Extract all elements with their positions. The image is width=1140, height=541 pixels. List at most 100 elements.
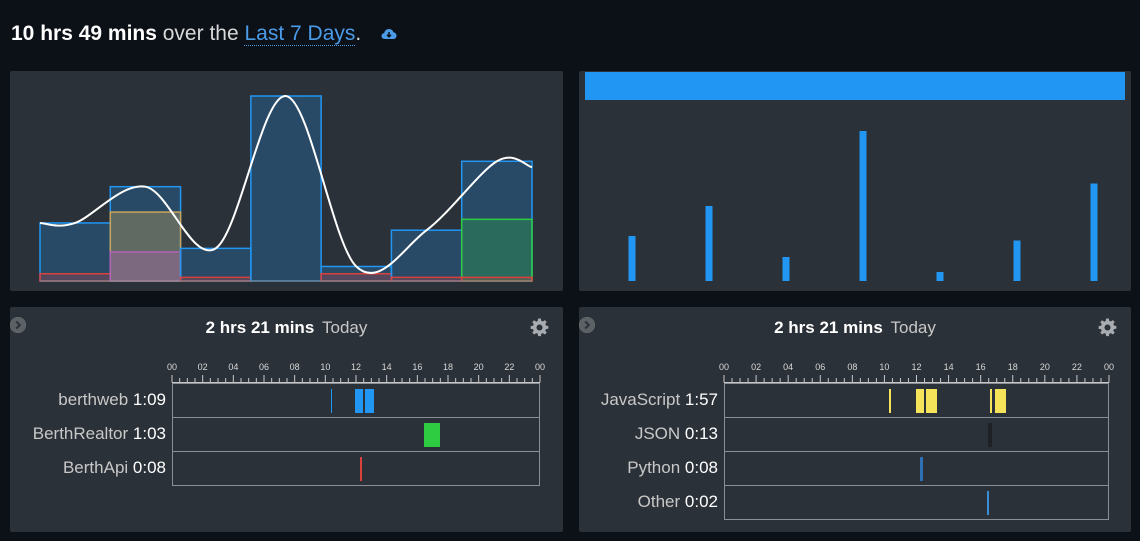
- hour-label: 00: [166, 362, 177, 372]
- languages-settings-gear-icon[interactable]: [1098, 318, 1117, 337]
- hour-label: 22: [504, 362, 515, 372]
- hour-label: 20: [473, 362, 484, 372]
- weekly-bar-chart: [585, 72, 1125, 282]
- timeline-row-separator: [725, 417, 1108, 418]
- row-duration: 1:57: [684, 390, 718, 409]
- languages-day-label: Today: [890, 318, 936, 337]
- summary-period: .: [355, 22, 362, 45]
- area-bin-4: [250, 95, 322, 282]
- area-bin-2: [109, 185, 182, 282]
- timeline-segment[interactable]: [355, 389, 364, 413]
- hour-label: 12: [350, 362, 361, 372]
- hour-label: 16: [412, 362, 423, 372]
- hour-label: 06: [815, 362, 826, 372]
- timeline-segment[interactable]: [934, 389, 937, 413]
- area-base-bin-1: [39, 272, 112, 282]
- hour-label: 14: [381, 362, 392, 372]
- row-duration: 1:09: [132, 390, 166, 409]
- timeline-row-label[interactable]: BerthRealtor 1:03: [33, 424, 166, 444]
- row-duration: 1:03: [132, 424, 166, 443]
- hour-label: 08: [289, 362, 300, 372]
- cloud-download-icon[interactable]: [381, 20, 397, 48]
- row-name: Other: [637, 492, 685, 511]
- projects-timeline-panel: 2 hrs 21 mins Today 00 02 04 06 08 10 12 14 16 18…: [10, 307, 563, 532]
- hour-ticks: [723, 375, 1110, 383]
- previous-day-icon[interactable]: [10, 317, 191, 335]
- row-name: JavaScript: [600, 390, 685, 409]
- bar-4[interactable]: [859, 131, 867, 281]
- previous-day-icon[interactable]: [579, 317, 759, 335]
- summary-header: 10 hrs 49 mins over the Last 7 Days.: [11, 20, 397, 50]
- trend-line: [39, 94, 533, 274]
- bar-6[interactable]: [1013, 240, 1021, 282]
- bar-2[interactable]: [705, 206, 713, 281]
- hour-label: 18: [442, 362, 453, 372]
- bar-5[interactable]: [936, 272, 944, 281]
- hour-label: 04: [783, 362, 794, 372]
- projects-day-label: Today: [322, 318, 368, 337]
- timeline-row-label[interactable]: BerthApi 0:08: [63, 458, 166, 478]
- weekly-stacked-chart: [39, 94, 533, 282]
- hour-label: 10: [320, 362, 331, 372]
- row-name: BerthApi: [62, 458, 133, 477]
- chart-top-band: [585, 72, 1125, 100]
- hour-label: 16: [975, 362, 986, 372]
- area-base-bin-2: [109, 251, 182, 282]
- area-bin-1: [39, 222, 112, 282]
- timeline-row-label[interactable]: JavaScript 1:57: [601, 390, 718, 410]
- area-sub-bin-2: [109, 211, 182, 282]
- hour-ticks: [171, 375, 541, 383]
- timeline-grid: [172, 383, 540, 486]
- languages-day-total: 2 hrs 21 mins: [774, 318, 883, 337]
- timeline-row-separator: [173, 451, 539, 452]
- hour-label: 00: [1103, 362, 1114, 372]
- area-bin-3: [179, 247, 252, 282]
- summary-connector: over the: [156, 22, 245, 45]
- projects-settings-gear-icon[interactable]: [530, 318, 549, 337]
- timeline-row-label[interactable]: Other 0:02: [638, 492, 718, 512]
- next-day-icon[interactable]: [10, 317, 398, 335]
- projects-day-total: 2 hrs 21 mins: [205, 318, 315, 337]
- hour-label: 20: [1039, 362, 1050, 372]
- languages-day-nav: 2 hrs 21 mins Today: [579, 317, 1131, 339]
- timeline-row-separator: [725, 451, 1108, 452]
- date-range-selector[interactable]: Last 7 Days: [244, 22, 356, 46]
- timeline-segment[interactable]: [994, 389, 1006, 413]
- timeline-segment[interactable]: [424, 423, 440, 447]
- row-name: JSON: [634, 424, 685, 443]
- timeline-segment[interactable]: [990, 389, 993, 413]
- timeline-row-label[interactable]: berthweb 1:09: [58, 390, 166, 410]
- timeline-segment[interactable]: [330, 389, 332, 413]
- languages-timeline-panel: 2 hrs 21 mins Today 00 02 04 06 08 10 12 14 16 18…: [579, 307, 1131, 532]
- area-base-bin-7: [460, 276, 533, 282]
- hour-label: 00: [718, 362, 729, 372]
- row-duration: 0:08: [132, 458, 166, 477]
- area-sub-bin-7: [460, 218, 533, 282]
- timeline-segment[interactable]: [925, 389, 934, 413]
- timeline-row-separator: [725, 485, 1108, 486]
- hour-label: 10: [879, 362, 890, 372]
- timeline-segment[interactable]: [360, 457, 363, 481]
- timeline-row-label[interactable]: Python 0:08: [627, 458, 718, 478]
- projects-day-nav: 2 hrs 21 mins Today: [10, 317, 563, 339]
- timeline-segment[interactable]: [919, 457, 924, 481]
- area-base-bin-5: [320, 272, 393, 282]
- row-name: berthweb: [58, 390, 133, 409]
- timeline-row-separator: [173, 417, 539, 418]
- timeline-segment[interactable]: [915, 389, 924, 413]
- row-duration: 0:02: [684, 492, 718, 511]
- timeline-segment[interactable]: [889, 389, 892, 413]
- bar-3[interactable]: [782, 257, 790, 281]
- timeline-segment[interactable]: [987, 491, 989, 515]
- bar-1[interactable]: [628, 236, 636, 281]
- row-duration: 0:13: [684, 424, 718, 443]
- area-bin-6: [390, 229, 463, 282]
- timeline-row-label[interactable]: JSON 0:13: [635, 424, 718, 444]
- timeline-segment[interactable]: [365, 389, 374, 413]
- timeline-segment[interactable]: [988, 423, 993, 447]
- hour-label: 08: [847, 362, 858, 372]
- bar-7[interactable]: [1090, 183, 1098, 282]
- area-base-bin-3: [179, 276, 252, 282]
- area-base-bin-6: [390, 276, 463, 282]
- next-day-icon[interactable]: [579, 317, 967, 335]
